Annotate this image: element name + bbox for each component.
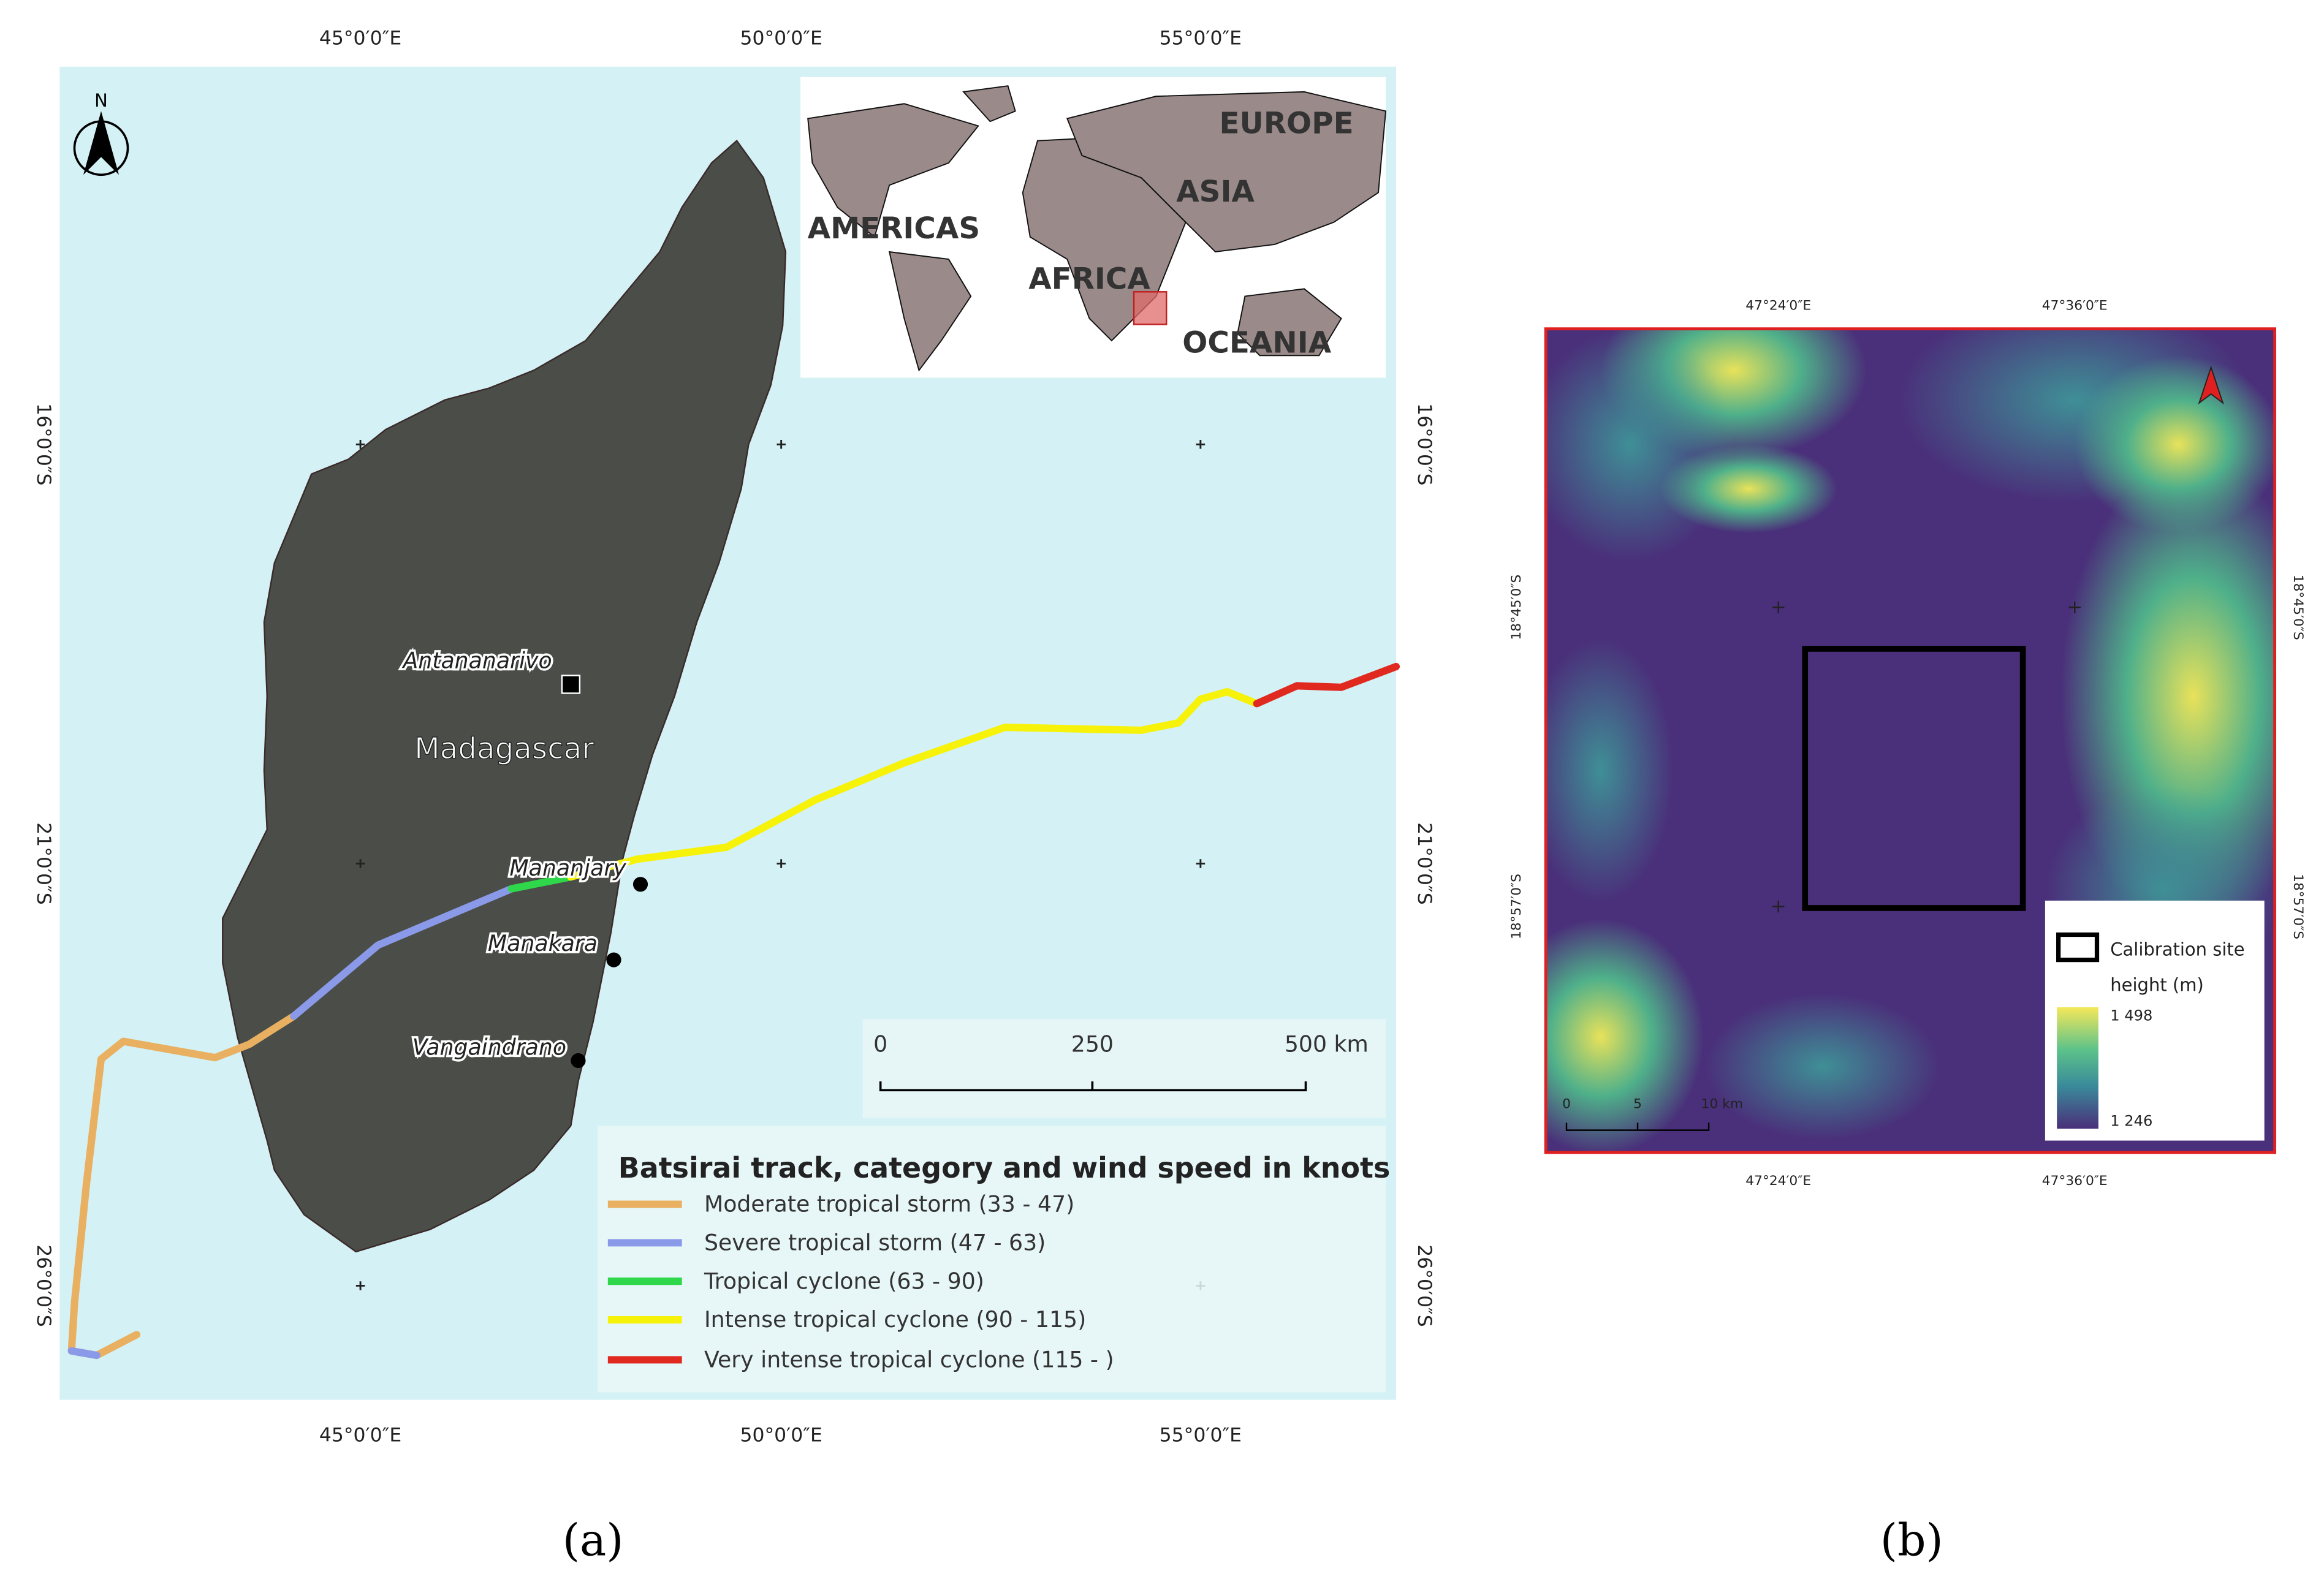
- lat-label: 21°0′0″S: [1413, 822, 1435, 904]
- map-frame: [1544, 327, 2277, 1154]
- elevation-map: [1546, 328, 2275, 1152]
- legend-title: Batsirai track, category and wind speed …: [618, 1151, 1391, 1184]
- caption: (a): [563, 1515, 624, 1566]
- track-severe: [290, 885, 515, 1020]
- track-very-intense: [1253, 662, 1400, 708]
- lat-label: 16°0′0″S: [1413, 403, 1435, 485]
- inset-label: OCEANIA: [1182, 325, 1331, 360]
- colorbar-max: 1 498: [2110, 1007, 2152, 1024]
- lon-label: 45°0′0″E: [319, 1424, 401, 1446]
- capital-marker: [561, 675, 581, 694]
- scale-bar: 0 5 10 km: [1562, 1096, 1743, 1131]
- scale-label: 250: [1071, 1031, 1114, 1057]
- lon-label: 47°36′0″E: [2042, 1173, 2108, 1189]
- country-label: Madagascar: [414, 732, 594, 766]
- lat-label: 16°0′0″S: [32, 403, 55, 485]
- scale-label: 10 km: [1701, 1096, 1743, 1111]
- lat-label: 18°45′0″S: [2290, 575, 2306, 640]
- lon-label: 50°0′0″E: [740, 1424, 822, 1446]
- madagascar-locator: [1133, 291, 1168, 325]
- city-label: Manakara: [488, 930, 598, 956]
- lon-label: 47°24′0″E: [1745, 298, 1811, 313]
- legend-label: Calibration site: [2110, 939, 2244, 959]
- colorbar: [2057, 1007, 2098, 1129]
- legend-label: Moderate tropical storm (33 - 47): [704, 1191, 1074, 1217]
- calibration-site: [1802, 646, 2026, 911]
- city-label: Vangaindrano: [412, 1034, 566, 1060]
- track-severe-start: [67, 1347, 101, 1360]
- inset-label: AMERICAS: [808, 211, 980, 246]
- lat-label: 26°0′0″S: [32, 1244, 55, 1327]
- lon-label: 55°0′0″E: [1160, 28, 1242, 50]
- lat-label: 18°57′0″S: [1509, 874, 1524, 939]
- legend: Calibration site height (m) 1 498 1 246: [2045, 900, 2265, 1141]
- scale-label: 0: [873, 1031, 887, 1057]
- inset-label: EUROPE: [1220, 107, 1354, 141]
- panel-b: 0 5 10 km Calibration site height (m) 1 …: [1509, 298, 2306, 1566]
- city-label: Mananjary: [509, 855, 626, 881]
- north-arrow: N: [73, 90, 129, 176]
- legend-label: Intense tropical cyclone (90 - 115): [704, 1306, 1086, 1333]
- city-label: Antananarivo: [401, 647, 552, 673]
- inset-map: EUROPE ASIA AMERICAS AFRICA OCEANIA: [800, 77, 1387, 378]
- lat-label: 26°0′0″S: [1413, 1244, 1435, 1327]
- legend-title: height (m): [2110, 974, 2204, 995]
- panel-a: EUROPE ASIA AMERICAS AFRICA OCEANIA N An…: [32, 28, 1435, 1567]
- inset-label: ASIA: [1176, 175, 1255, 209]
- lat-label: 18°45′0″S: [1509, 575, 1524, 640]
- lat-label: 18°57′0″S: [2290, 874, 2306, 939]
- legend-label: Severe tropical storm (47 - 63): [704, 1229, 1046, 1255]
- lat-label: 21°0′0″S: [32, 822, 55, 904]
- scale-bar: 0 250 500 km: [862, 1019, 1386, 1119]
- scale-label: 500 km: [1285, 1031, 1369, 1057]
- inset-label: AFRICA: [1028, 262, 1150, 296]
- continents: [807, 85, 1387, 372]
- north-label: N: [94, 90, 108, 111]
- caption: (b): [1880, 1515, 1943, 1566]
- lon-label: 50°0′0″E: [740, 28, 822, 50]
- city-marker: [606, 952, 621, 967]
- city-marker: [632, 877, 648, 892]
- north-arrow: [2198, 365, 2224, 405]
- graticule-markers: [1772, 601, 2081, 913]
- legend-label: Very intense tropical cyclone (115 - ): [704, 1346, 1114, 1372]
- track-cyclone: [507, 873, 575, 893]
- lon-label: 45°0′0″E: [319, 28, 401, 50]
- track-intense: [567, 687, 1261, 881]
- legend: Batsirai track, category and wind speed …: [597, 1126, 1391, 1393]
- scale-label: 5: [1633, 1096, 1642, 1111]
- colorbar-min: 1 246: [2110, 1112, 2152, 1129]
- lon-label: 47°36′0″E: [2042, 298, 2108, 313]
- lon-label: 47°24′0″E: [1745, 1173, 1811, 1189]
- city-marker: [571, 1053, 586, 1069]
- track: [67, 662, 1400, 1360]
- scale-label: 0: [1562, 1096, 1571, 1111]
- lon-label: 55°0′0″E: [1160, 1424, 1242, 1446]
- legend-label: Tropical cyclone (63 - 90): [704, 1268, 984, 1294]
- madagascar: [222, 139, 787, 1253]
